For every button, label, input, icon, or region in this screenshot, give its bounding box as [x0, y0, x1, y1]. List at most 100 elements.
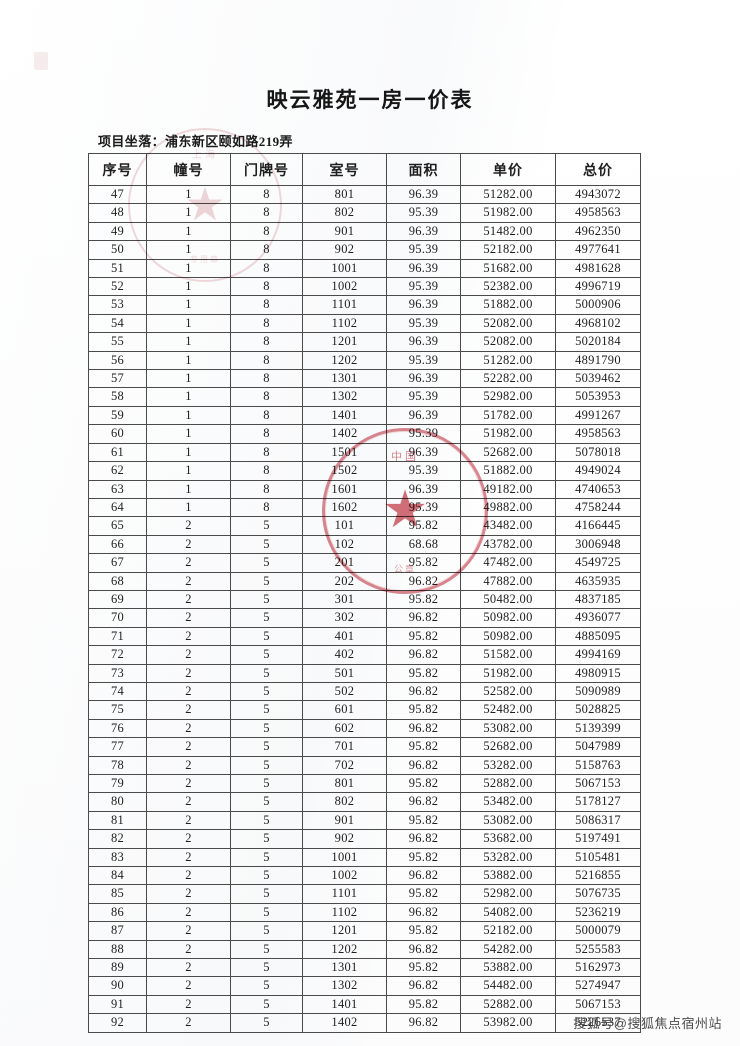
cell-door: 8 [230, 350, 303, 371]
cell-seq: 84 [88, 866, 147, 886]
cell-room: 801 [302, 184, 387, 205]
cell-room: 1402 [302, 1013, 387, 1033]
table-row: 72 2 5 402 96.82 51582.00 4994169 [88, 645, 641, 665]
table-row: 81 2 5 901 95.82 53082.00 5086317 [88, 810, 641, 831]
cell-total-price: 5236219 [555, 902, 641, 923]
cell-seq: 66 [88, 534, 147, 555]
cell-door: 5 [230, 718, 303, 739]
cell-room: 1202 [302, 939, 387, 960]
cell-seq: 72 [88, 645, 147, 665]
cell-area: 96.82 [386, 829, 461, 849]
table-row: 85 2 5 1101 95.82 52982.00 5076735 [88, 884, 641, 904]
cell-building: 2 [146, 994, 231, 1015]
cell-unit-price: 51882.00 [460, 461, 556, 481]
cell-seq: 56 [88, 350, 147, 371]
cell-building: 1 [146, 350, 231, 371]
cell-total-price: 5158763 [555, 755, 641, 776]
price-table: 序号 幢号 门牌号 室号 面积 单价 总价 47 1 8 801 96.39 51282.… [88, 153, 641, 1033]
cell-building: 1 [146, 240, 231, 260]
cell-door: 8 [230, 332, 303, 352]
cell-seq: 58 [88, 387, 147, 407]
table-row: 78 2 5 702 96.82 53282.00 5158763 [88, 755, 641, 776]
cell-room: 101 [302, 516, 387, 536]
table-row: 53 1 8 1101 96.39 51882.00 5000906 [88, 295, 641, 315]
cell-total-price: 5000906 [555, 295, 641, 315]
cell-unit-price: 47882.00 [460, 571, 556, 591]
cell-door: 8 [230, 203, 303, 223]
cell-room: 1201 [302, 332, 387, 352]
cell-unit-price: 52882.00 [460, 994, 556, 1015]
cell-total-price: 4891790 [555, 350, 641, 371]
cell-area: 95.82 [386, 921, 461, 941]
cell-seq: 92 [88, 1013, 147, 1033]
cell-area: 95.39 [386, 424, 461, 444]
cell-seq: 79 [88, 773, 147, 794]
table-row: 77 2 5 701 95.82 52682.00 5047989 [88, 737, 641, 757]
cell-seq: 60 [88, 424, 147, 444]
cell-unit-price: 53682.00 [460, 829, 556, 849]
cell-seq: 64 [88, 497, 147, 518]
project-location-label: 项目坐落：浦东新区颐如路219弄 [98, 134, 293, 149]
cell-room: 1002 [302, 866, 387, 886]
cell-seq: 55 [88, 332, 147, 352]
cell-door: 8 [230, 240, 303, 260]
cell-total-price: 5000079 [555, 921, 641, 941]
cell-door: 5 [230, 589, 303, 610]
cell-unit-price: 51782.00 [460, 405, 556, 426]
cell-total-price: 4981628 [555, 258, 641, 279]
cell-seq: 83 [88, 847, 147, 868]
cell-unit-price: 53282.00 [460, 755, 556, 776]
cell-unit-price: 54482.00 [460, 976, 556, 996]
cell-unit-price: 51282.00 [460, 184, 556, 205]
cell-seq: 87 [88, 921, 147, 941]
cell-door: 5 [230, 884, 303, 904]
cell-total-price: 4980915 [555, 663, 641, 683]
cell-unit-price: 49182.00 [460, 479, 556, 499]
cell-seq: 65 [88, 516, 147, 536]
cell-total-price: 4837185 [555, 589, 641, 610]
table-row: 65 2 5 101 95.82 43482.00 4166445 [88, 516, 641, 536]
cell-area: 96.82 [386, 939, 461, 960]
cell-seq: 67 [88, 553, 147, 573]
table-row: 91 2 5 1401 95.82 52882.00 5067153 [88, 994, 641, 1015]
cell-total-price: 5178127 [555, 792, 641, 812]
cell-seq: 78 [88, 755, 147, 776]
cell-building: 2 [146, 755, 231, 776]
cell-unit-price: 52082.00 [460, 332, 556, 352]
cell-seq: 86 [88, 902, 147, 923]
cell-area: 96.82 [386, 792, 461, 812]
cell-unit-price: 52282.00 [460, 369, 556, 389]
cell-area: 96.39 [386, 221, 461, 242]
cell-seq: 90 [88, 976, 147, 996]
cell-door: 5 [230, 773, 303, 794]
cell-seq: 51 [88, 258, 147, 279]
table-row: 49 1 8 901 96.39 51482.00 4962350 [88, 221, 641, 242]
cell-room: 902 [302, 829, 387, 849]
cell-total-price: 4936077 [555, 608, 641, 628]
cell-unit-price: 50482.00 [460, 589, 556, 610]
cell-building: 1 [146, 221, 231, 242]
cell-total-price: 4996719 [555, 277, 641, 297]
cell-door: 5 [230, 866, 303, 886]
cell-total-price: 5047989 [555, 737, 641, 757]
cell-door: 8 [230, 277, 303, 297]
cell-unit-price: 51582.00 [460, 645, 556, 665]
cell-total-price: 4885095 [555, 626, 641, 647]
cell-door: 8 [230, 295, 303, 315]
table-row: 67 2 5 201 95.82 47482.00 4549725 [88, 553, 641, 573]
cell-room: 1302 [302, 976, 387, 996]
cell-area: 96.82 [386, 571, 461, 591]
table-row: 60 1 8 1402 95.39 51982.00 4958563 [88, 424, 641, 444]
cell-unit-price: 50982.00 [460, 626, 556, 647]
cell-total-price: 3006948 [555, 534, 641, 555]
cell-room: 1601 [302, 479, 387, 499]
table-row: 86 2 5 1102 96.82 54082.00 5236219 [88, 902, 641, 923]
cell-total-price: 4994169 [555, 645, 641, 665]
cell-unit-price: 53282.00 [460, 847, 556, 868]
table-row: 63 1 8 1601 96.39 49182.00 4740653 [88, 479, 641, 499]
cell-area: 95.82 [386, 773, 461, 794]
cell-room: 201 [302, 553, 387, 573]
cell-door: 8 [230, 313, 303, 334]
cell-door: 8 [230, 442, 303, 463]
